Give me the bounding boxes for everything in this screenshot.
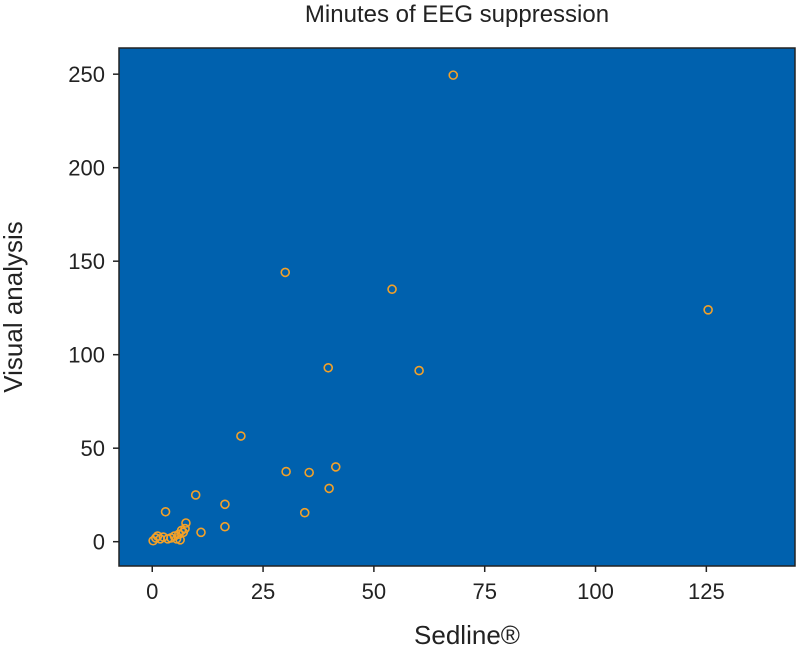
- y-tick-label: 50: [81, 436, 105, 461]
- data-point: [181, 518, 191, 528]
- x-tick-label: 0: [146, 579, 158, 604]
- data-point: [448, 70, 459, 80]
- data-points: [148, 70, 713, 546]
- data-point: [703, 305, 713, 315]
- data-point: [281, 466, 291, 477]
- data-point: [236, 431, 246, 441]
- data-point: [190, 490, 201, 500]
- data-point: [299, 507, 310, 518]
- data-point: [160, 506, 171, 517]
- data-point: [414, 365, 424, 376]
- data-point: [220, 499, 230, 510]
- x-axis-title: Sedline®: [414, 620, 520, 648]
- data-point: [330, 462, 341, 472]
- data-point: [387, 284, 397, 295]
- data-point: [196, 527, 206, 538]
- plot-area: [118, 47, 796, 567]
- data-point: [324, 483, 334, 494]
- y-tick-label: 0: [93, 530, 105, 555]
- x-axis: 0 25 50 75 100 125: [146, 566, 725, 604]
- y-tick-label: 200: [68, 156, 105, 181]
- x-tick-label: 75: [472, 579, 496, 604]
- y-axis: 0 50 100 150 200 250: [68, 62, 119, 555]
- x-tick-label: 25: [251, 579, 275, 604]
- y-tick-label: 150: [68, 249, 105, 274]
- y-axis-title: Visual analysis: [0, 221, 28, 393]
- data-point: [323, 362, 334, 373]
- data-point: [304, 467, 314, 478]
- x-tick-label: 50: [362, 579, 386, 604]
- data-point: [152, 531, 163, 541]
- data-point: [180, 523, 190, 534]
- x-tick-label: 125: [688, 579, 725, 604]
- chart-title: Minutes of EEG suppression: [305, 1, 609, 28]
- data-point: [220, 521, 230, 532]
- x-tick-label: 100: [577, 579, 614, 604]
- data-point: [280, 267, 291, 278]
- y-tick-label: 250: [68, 62, 105, 87]
- y-tick-label: 100: [68, 343, 105, 368]
